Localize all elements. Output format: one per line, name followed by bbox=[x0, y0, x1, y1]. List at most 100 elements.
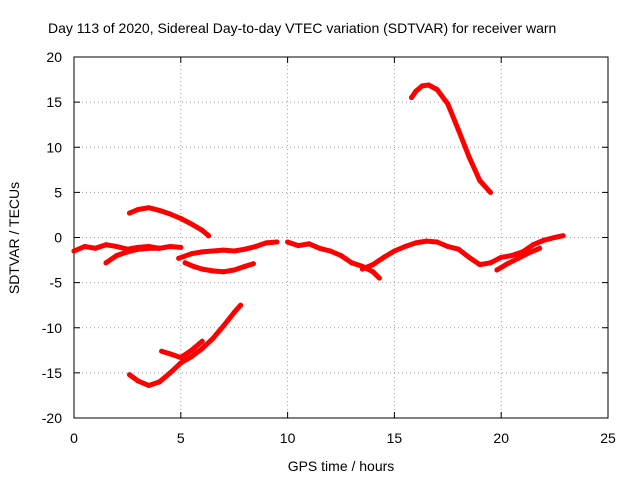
data-point bbox=[176, 255, 182, 261]
data-point bbox=[338, 253, 344, 258]
x-tick-label: 15 bbox=[387, 430, 403, 446]
data-point bbox=[231, 309, 237, 315]
data-point bbox=[426, 82, 432, 88]
data-point bbox=[178, 216, 184, 221]
data-point bbox=[445, 101, 451, 107]
series-arc-4 bbox=[176, 239, 280, 261]
data-point bbox=[456, 246, 461, 252]
data-point bbox=[178, 244, 184, 250]
data-point bbox=[515, 255, 521, 261]
data-point bbox=[127, 372, 132, 378]
data-point bbox=[560, 233, 566, 239]
series-arc-2 bbox=[103, 245, 162, 266]
data-point bbox=[178, 355, 184, 360]
data-point bbox=[231, 267, 237, 273]
y-tick-label: 20 bbox=[46, 49, 62, 65]
data-point bbox=[156, 245, 162, 251]
data-point bbox=[409, 95, 414, 101]
data-point bbox=[505, 261, 511, 267]
data-point bbox=[253, 244, 259, 249]
y-tick-labels: -20 -15 -10 -5 0 5 10 15 20 bbox=[42, 49, 62, 426]
data-point bbox=[466, 154, 472, 160]
data-point bbox=[135, 207, 141, 212]
data-point bbox=[199, 338, 205, 344]
data-series bbox=[71, 82, 566, 388]
data-point bbox=[413, 88, 419, 94]
data-point bbox=[182, 260, 188, 266]
data-point bbox=[210, 336, 216, 342]
data-point bbox=[191, 263, 197, 269]
data-point bbox=[156, 379, 162, 385]
data-point bbox=[423, 238, 429, 244]
x-tick-label: 25 bbox=[600, 430, 616, 446]
x-tick-label: 20 bbox=[493, 430, 509, 446]
data-point bbox=[189, 251, 194, 257]
data-point bbox=[231, 248, 237, 254]
data-point bbox=[541, 237, 547, 243]
data-point bbox=[189, 221, 194, 227]
data-point bbox=[498, 254, 504, 260]
y-tick-label: -10 bbox=[42, 320, 62, 336]
data-point bbox=[349, 260, 355, 266]
data-point bbox=[477, 262, 483, 268]
data-point bbox=[242, 263, 248, 269]
data-point bbox=[263, 240, 269, 246]
data-point bbox=[488, 189, 493, 195]
data-point bbox=[92, 245, 98, 251]
data-point bbox=[530, 242, 536, 248]
y-tick-label: -20 bbox=[42, 410, 62, 426]
data-point bbox=[146, 205, 152, 211]
data-point bbox=[317, 245, 323, 251]
data-point bbox=[359, 266, 365, 272]
data-point bbox=[285, 239, 291, 245]
data-point bbox=[537, 245, 543, 251]
x-tick-label: 5 bbox=[177, 430, 185, 446]
axis-ticks bbox=[73, 56, 609, 419]
data-point bbox=[250, 261, 256, 267]
data-point bbox=[103, 242, 109, 248]
y-tick-label: 0 bbox=[54, 230, 62, 246]
data-point bbox=[135, 246, 141, 252]
x-tick-label: 10 bbox=[280, 430, 296, 446]
data-point bbox=[114, 244, 120, 249]
x-axis-label: GPS time / hours bbox=[288, 458, 395, 474]
data-point bbox=[124, 249, 130, 255]
y-tick-label: -5 bbox=[50, 275, 63, 291]
data-point bbox=[466, 254, 472, 260]
series-arc-9 bbox=[409, 82, 493, 195]
data-point bbox=[434, 87, 440, 92]
data-point bbox=[199, 227, 205, 233]
data-point bbox=[210, 268, 216, 274]
data-point bbox=[488, 260, 493, 266]
data-point bbox=[71, 248, 77, 254]
data-point bbox=[210, 248, 216, 254]
data-point bbox=[221, 323, 226, 329]
data-point bbox=[156, 207, 162, 213]
data-point bbox=[327, 248, 333, 254]
data-point bbox=[402, 244, 408, 249]
y-axis-label: SDTVAR / TECUs bbox=[6, 182, 22, 294]
data-point bbox=[199, 249, 205, 255]
data-point bbox=[146, 383, 152, 388]
grid bbox=[74, 57, 608, 418]
data-point bbox=[82, 244, 88, 249]
data-point bbox=[526, 250, 532, 256]
data-point bbox=[391, 248, 397, 254]
x-tick-labels: 0 5 10 15 20 25 bbox=[70, 430, 616, 446]
data-point bbox=[381, 254, 387, 260]
data-point bbox=[552, 235, 558, 240]
y-tick-label: 5 bbox=[54, 184, 62, 200]
data-point bbox=[114, 253, 120, 258]
data-point bbox=[238, 302, 244, 308]
data-point bbox=[167, 370, 173, 376]
data-point bbox=[370, 269, 376, 275]
data-point bbox=[494, 267, 500, 273]
series-arc-6 bbox=[285, 239, 382, 281]
data-point bbox=[206, 233, 212, 239]
data-point bbox=[189, 347, 194, 353]
data-point bbox=[445, 244, 451, 249]
data-point bbox=[146, 245, 152, 251]
x-tick-label: 0 bbox=[70, 430, 78, 446]
data-point bbox=[477, 178, 483, 184]
